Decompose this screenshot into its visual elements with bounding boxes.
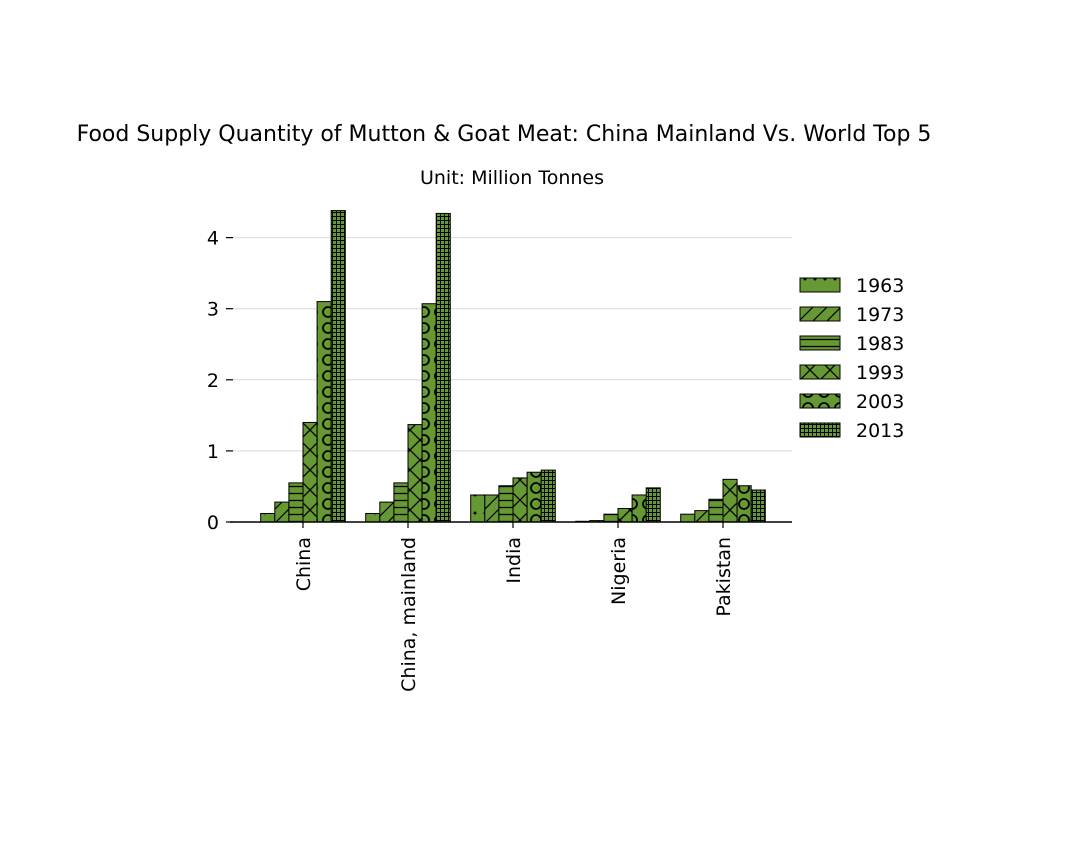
chart-subtitle: Unit: Million Tonnes (420, 167, 604, 189)
x-tick-label: India (503, 537, 525, 584)
grid-lines (230, 237, 792, 452)
bar-1963-india (470, 494, 486, 523)
legend-swatch (799, 306, 841, 322)
bar-2013-pakistan (750, 489, 766, 523)
bar-1973-china-mainland (379, 501, 395, 523)
bar-1983-nigeria (603, 513, 619, 523)
axes: 0 1 2 3 4 China China, mainland India Nigeria Pak… (207, 228, 792, 692)
bar-2013-china (330, 210, 346, 523)
bar-1963-china-mainland (365, 512, 381, 523)
y-tick-label: 3 (207, 299, 219, 321)
y-tick-label: 1 (207, 441, 219, 463)
x-tick-label: China (293, 537, 315, 591)
x-tick-label: Nigeria (608, 537, 630, 605)
bar-1963-china (260, 512, 276, 523)
bars (260, 210, 766, 523)
legend-swatch (799, 364, 841, 380)
x-tick-label: China, mainland (398, 537, 420, 692)
bar-2013-nigeria (645, 487, 661, 523)
x-tick-label: Pakistan (713, 537, 735, 617)
bar-1983-china (288, 482, 304, 523)
bar-1973-china (274, 501, 290, 523)
bar-1993-india (512, 477, 528, 523)
legend-label: 1983 (856, 333, 904, 355)
bar-2003-china (316, 301, 332, 523)
bar-2003-pakistan (736, 485, 752, 523)
bar-1983-pakistan (708, 498, 724, 523)
bar-2003-nigeria (631, 494, 647, 523)
legend-label: 2003 (856, 391, 904, 413)
bar-1983-india (498, 485, 514, 523)
bar-2013-india (540, 469, 556, 523)
legend-swatch (799, 335, 841, 351)
y-tick-label: 2 (207, 370, 219, 392)
bar-1963-pakistan (680, 513, 696, 523)
legend-label: 1973 (856, 304, 904, 326)
bar-1993-nigeria (617, 507, 633, 523)
legend-swatch (799, 277, 841, 293)
legend-label: 1993 (856, 362, 904, 384)
bar-2013-china-mainland (435, 212, 451, 523)
legend-swatch (799, 393, 841, 409)
bar-1993-china (302, 421, 318, 523)
chart-title: Food Supply Quantity of Mutton & Goat Me… (77, 122, 932, 147)
y-tick-label: 4 (207, 228, 219, 250)
legend-label: 2013 (856, 420, 904, 442)
bar-1993-pakistan (722, 478, 738, 523)
legend-swatch (799, 422, 841, 438)
legend: 1963 1973 1983 1993 2003 2013 (799, 275, 904, 442)
bar-2003-india (526, 471, 542, 523)
bar-1993-china-mainland (407, 424, 423, 523)
bar-1973-pakistan (694, 510, 710, 523)
bar-1983-china-mainland (393, 482, 409, 523)
y-tick-label: 0 (207, 512, 219, 534)
bar-1973-india (484, 494, 500, 523)
bar-2003-china-mainland (421, 303, 437, 523)
legend-label: 1963 (856, 275, 904, 297)
